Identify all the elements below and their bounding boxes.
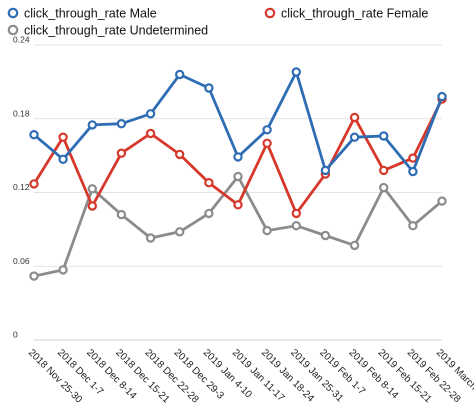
data-point <box>379 131 389 141</box>
data-point <box>174 149 185 160</box>
data-point <box>87 201 98 211</box>
data-point <box>87 120 98 130</box>
data-point <box>116 209 127 220</box>
data-point <box>349 112 360 123</box>
data-point <box>87 184 98 194</box>
data-point <box>291 220 301 231</box>
data-point <box>291 67 301 77</box>
data-point <box>116 148 127 158</box>
data-point <box>262 138 272 148</box>
data-point <box>379 165 389 176</box>
data-point <box>204 208 214 219</box>
data-point <box>408 166 418 177</box>
legend-marker <box>264 7 276 19</box>
data-point <box>174 227 185 237</box>
data-point <box>320 230 331 241</box>
series-group <box>29 67 447 281</box>
data-point <box>408 220 418 231</box>
y-tick-label: 0.24 <box>13 35 30 45</box>
data-point <box>145 128 156 139</box>
data-point <box>58 265 68 275</box>
data-point <box>116 118 127 129</box>
legend-marker <box>7 24 19 36</box>
data-point <box>29 179 39 189</box>
data-point <box>233 152 243 162</box>
y-tick-label: 0.18 <box>13 108 30 118</box>
legend-label: click_through_rate Undetermined <box>24 24 208 38</box>
legend-label: click_through_rate Female <box>281 7 428 21</box>
data-point <box>437 91 447 102</box>
x-tick-label: 2019 Jan 11-17 <box>230 347 287 404</box>
data-point <box>349 132 360 142</box>
series-click-through-rate-male <box>29 67 447 177</box>
data-point <box>58 132 68 142</box>
data-point <box>29 271 39 281</box>
legend-item-click-through-rate-male: click_through_rate Male <box>7 7 157 21</box>
series-click-through-rate-undetermined <box>29 171 447 281</box>
legend-label: click_through_rate Male <box>24 7 157 21</box>
data-point <box>408 153 418 163</box>
y-tick-label: 0.06 <box>13 256 30 266</box>
data-point <box>379 182 389 193</box>
data-point <box>262 125 272 135</box>
data-point <box>174 69 185 80</box>
data-point <box>291 208 301 219</box>
data-point <box>204 177 214 188</box>
data-point <box>204 83 214 93</box>
data-point <box>29 129 39 140</box>
y-tick-label: 0 <box>13 330 18 340</box>
legend: click_through_rate Male click_through_rat… <box>7 7 428 38</box>
data-point <box>233 171 243 182</box>
legend-item-click-through-rate-female: click_through_rate Female <box>264 7 428 21</box>
data-point <box>145 109 156 119</box>
legend-marker <box>7 7 19 19</box>
x-tick-label: 2018 Nov 25-30 <box>26 347 84 405</box>
data-point <box>349 240 360 251</box>
series-click-through-rate-female <box>29 94 447 219</box>
data-point <box>262 225 272 236</box>
data-point <box>437 196 447 206</box>
y-tick-label: 0.12 <box>13 182 30 192</box>
data-point <box>320 165 331 176</box>
data-point <box>58 154 68 164</box>
y-axis-tick-labels: 0 0.06 0.12 0.18 0.24 <box>13 35 30 340</box>
data-point <box>145 233 156 243</box>
gridlines <box>34 44 442 341</box>
legend-item-click-through-rate-undetermined: click_through_rate Undetermined <box>7 24 208 38</box>
data-point <box>233 200 243 210</box>
